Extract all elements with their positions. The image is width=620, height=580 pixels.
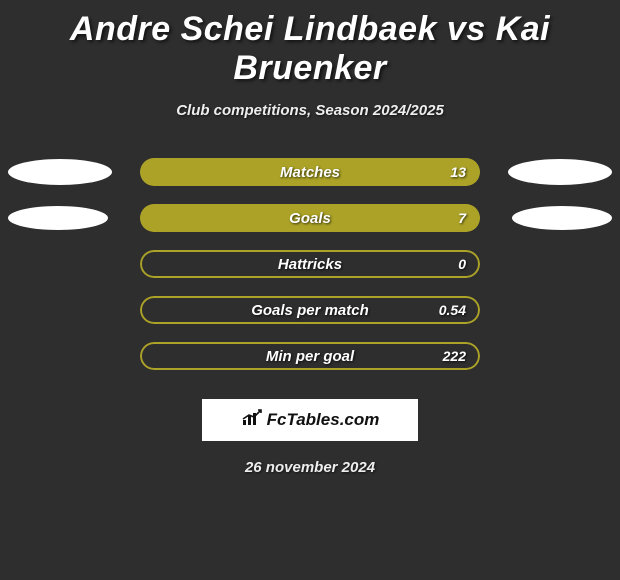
stat-bar: Goals 7 [140, 204, 480, 232]
stats-rows: Matches 13 Goals 7 Hattricks 0 Goals per match… [0, 149, 620, 379]
stat-row: Hattricks 0 [0, 241, 620, 287]
page-title: Andre Schei Lindbaek vs Kai Bruenker [0, 10, 620, 88]
stat-value: 0 [458, 256, 466, 272]
stat-label: Hattricks [278, 256, 342, 273]
stat-label: Goals [289, 210, 331, 227]
stat-label: Goals per match [251, 302, 369, 319]
stat-row: Min per goal 222 [0, 333, 620, 379]
stat-bar: Hattricks 0 [140, 250, 480, 278]
stat-value: 222 [443, 348, 466, 364]
player-right-marker [512, 206, 612, 230]
stat-value: 7 [458, 210, 466, 226]
player-left-marker [8, 206, 108, 230]
stat-label: Matches [280, 164, 340, 181]
player-right-marker [508, 159, 612, 185]
stat-value: 13 [450, 164, 466, 180]
brand-text: FcTables.com [267, 410, 380, 430]
comparison-card: Andre Schei Lindbaek vs Kai Bruenker Clu… [0, 0, 620, 476]
stat-row: Goals 7 [0, 195, 620, 241]
player-left-marker [8, 159, 112, 185]
stat-value: 0.54 [439, 302, 466, 318]
chart-icon [241, 409, 263, 432]
brand-logo[interactable]: FcTables.com [202, 399, 418, 441]
stat-row: Goals per match 0.54 [0, 287, 620, 333]
season-subtitle: Club competitions, Season 2024/2025 [0, 102, 620, 119]
stat-bar: Goals per match 0.54 [140, 296, 480, 324]
stat-bar: Min per goal 222 [140, 342, 480, 370]
snapshot-date: 26 november 2024 [0, 459, 620, 476]
stat-bar: Matches 13 [140, 158, 480, 186]
stat-row: Matches 13 [0, 149, 620, 195]
stat-label: Min per goal [266, 348, 354, 365]
